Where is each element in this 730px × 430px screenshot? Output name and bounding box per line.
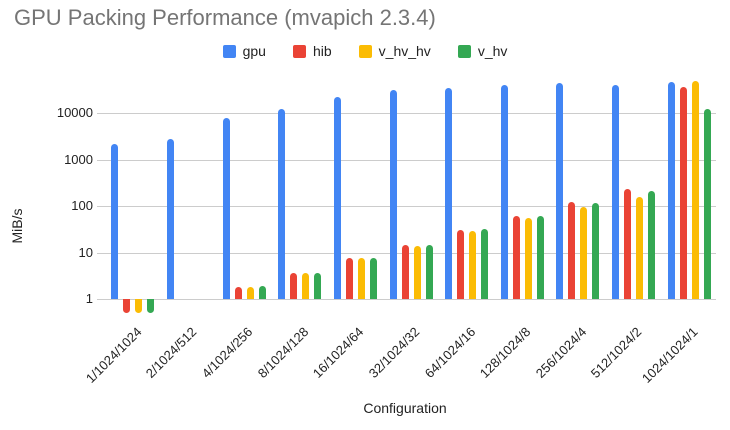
gridline <box>97 299 716 300</box>
y-axis-tick-label: 10000 <box>56 105 93 120</box>
bar-hib-64/1024/16 <box>457 230 465 299</box>
legend-swatch-v_hv <box>457 44 471 58</box>
x-axis-tick-label: 1/1024/1024 <box>82 324 145 386</box>
x-axis-tick-label: 128/1024/8 <box>476 324 534 381</box>
x-axis-tick-label: 4/1024/256 <box>198 324 256 381</box>
legend-label: hib <box>312 43 332 59</box>
legend-swatch-gpu <box>222 44 236 58</box>
bar-v_hv-32/1024/32 <box>425 244 433 299</box>
bar-gpu-512/1024/2 <box>612 85 620 299</box>
bar-gpu-32/1024/32 <box>389 90 397 299</box>
y-axis-tick-label: 1 <box>85 291 93 306</box>
x-axis-tick-label: 256/1024/4 <box>532 324 590 381</box>
bar-hib-1024/1024/1 <box>679 87 687 299</box>
bar-hib-4/1024/256 <box>234 287 242 299</box>
bar-v_hv-8/1024/128 <box>314 272 322 299</box>
bar-gpu-256/1024/4 <box>556 83 564 299</box>
bar-v_hv-4/1024/256 <box>258 286 266 299</box>
y-axis-tick-label: 100 <box>71 198 93 213</box>
bar-v_hv-1/1024/1024 <box>147 299 155 313</box>
bar-gpu-4/1024/256 <box>222 117 230 299</box>
legend-item-hib: hib <box>292 43 332 59</box>
y-axis-tick-label: 1000 <box>64 151 93 167</box>
bar-v_hv_hv-512/1024/2 <box>636 196 644 299</box>
bar-v_hv_hv-32/1024/32 <box>413 245 421 299</box>
y-axis-title: MiB/s <box>9 208 25 244</box>
bar-hib-256/1024/4 <box>568 202 576 299</box>
bar-v_hv-256/1024/4 <box>592 203 600 299</box>
bar-gpu-2/1024/512 <box>166 138 174 299</box>
bar-hib-32/1024/32 <box>401 244 409 299</box>
legend-item-v_hv_hv: v_hv_hv <box>358 43 431 59</box>
bar-v_hv-1024/1024/1 <box>703 109 711 299</box>
chart-title: GPU Packing Performance (mvapich 2.3.4) <box>14 5 436 30</box>
bar-gpu-1/1024/1024 <box>111 143 119 299</box>
bar-gpu-128/1024/8 <box>500 85 508 299</box>
bar-hib-128/1024/8 <box>512 215 520 299</box>
bar-v_hv_hv-128/1024/8 <box>524 217 532 299</box>
bar-v_hv-64/1024/16 <box>481 229 489 299</box>
x-axis-tick-label: 512/1024/2 <box>588 324 645 381</box>
y-axis-tick-label: 10 <box>78 244 93 260</box>
x-axis-tick-label: 2/1024/512 <box>143 324 200 381</box>
legend-label: v_hv_hv <box>378 43 431 59</box>
x-axis-tick-label: 16/1024/64 <box>310 324 367 381</box>
bar-gpu-1024/1024/1 <box>667 82 675 299</box>
legend: gpu hib v_hv_hv v_hv <box>0 43 730 59</box>
x-axis-tick-label: 8/1024/128 <box>254 324 312 381</box>
bar-v_hv-512/1024/2 <box>648 191 656 299</box>
bar-v_hv_hv-4/1024/256 <box>246 287 254 299</box>
bar-v_hv-16/1024/64 <box>369 258 377 299</box>
x-axis-tick-label: 1024/1024/1 <box>638 324 701 386</box>
legend-swatch-v_hv_hv <box>358 44 372 58</box>
bar-v_hv-128/1024/8 <box>536 216 544 299</box>
bar-v_hv_hv-64/1024/16 <box>469 230 477 299</box>
bar-gpu-16/1024/64 <box>333 97 341 299</box>
gridline <box>97 159 716 161</box>
bar-hib-1/1024/1024 <box>123 299 131 313</box>
x-axis-tick-label: 32/1024/32 <box>365 324 423 381</box>
bar-hib-8/1024/128 <box>290 273 298 299</box>
bar-v_hv_hv-1024/1024/1 <box>691 81 699 299</box>
legend-swatch-hib <box>292 44 306 58</box>
legend-label: gpu <box>242 43 266 59</box>
bar-gpu-8/1024/128 <box>278 109 286 299</box>
bar-v_hv_hv-8/1024/128 <box>302 272 310 299</box>
bar-v_hv_hv-1/1024/1024 <box>135 299 143 313</box>
legend-item-gpu: gpu <box>222 43 266 59</box>
bar-hib-512/1024/2 <box>624 189 632 299</box>
legend-item-v_hv: v_hv <box>457 43 508 59</box>
gridline <box>97 206 716 207</box>
x-axis-tick-label: 64/1024/16 <box>421 324 478 381</box>
bar-gpu-64/1024/16 <box>445 87 453 299</box>
bar-v_hv_hv-256/1024/4 <box>580 207 588 299</box>
bar-hib-16/1024/64 <box>345 258 353 299</box>
gridline <box>97 113 716 114</box>
legend-label: v_hv <box>477 43 508 59</box>
x-axis-title: Configuration <box>363 400 447 416</box>
bar-v_hv_hv-16/1024/64 <box>357 257 365 299</box>
